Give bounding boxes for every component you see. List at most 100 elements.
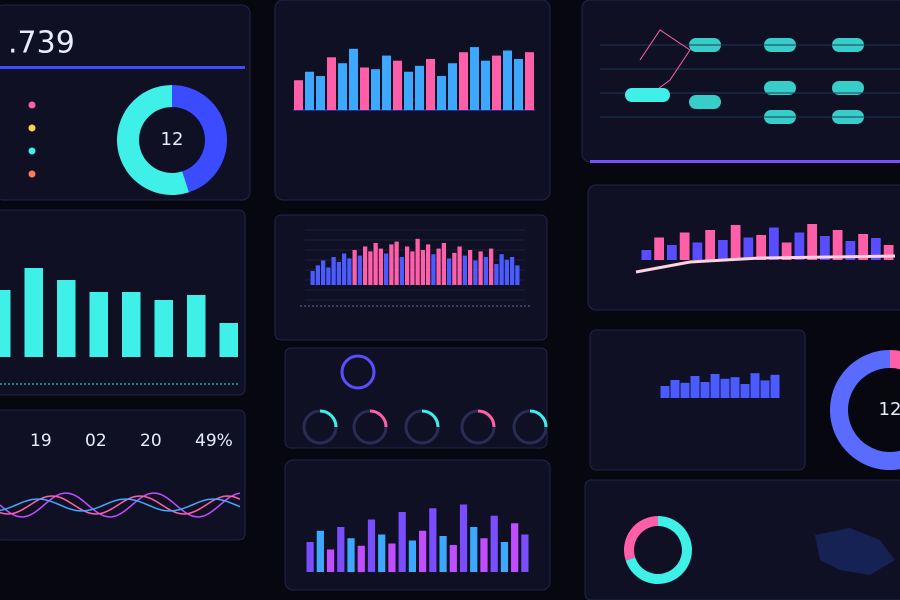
- bar: [368, 251, 373, 285]
- bar: [692, 242, 703, 260]
- panel: [284, 347, 548, 449]
- bar: [294, 80, 303, 110]
- bar: [521, 534, 529, 572]
- legend-dot: [28, 124, 36, 132]
- bar: [511, 523, 519, 572]
- bar: [439, 536, 447, 572]
- wave: [0, 492, 241, 518]
- bar: [478, 251, 483, 285]
- bar: [781, 242, 792, 260]
- bar: [489, 248, 494, 285]
- trend-line: [635, 254, 896, 274]
- bar: [187, 295, 206, 357]
- bar: [420, 250, 425, 285]
- donut-segment: [172, 85, 227, 193]
- bar: [347, 538, 355, 572]
- legend-dot: [28, 147, 36, 155]
- bar: [326, 267, 331, 285]
- bar: [154, 300, 173, 357]
- bar: [500, 542, 509, 572]
- bar: [404, 71, 413, 110]
- bar: [360, 67, 369, 110]
- bar: [515, 265, 520, 285]
- bar: [490, 515, 498, 572]
- bar: [352, 250, 357, 285]
- bar: [431, 254, 436, 285]
- stat-value: 49%: [195, 431, 233, 451]
- kpi-value: .739: [8, 26, 75, 61]
- gauge-arc: [319, 409, 338, 428]
- bar: [357, 545, 365, 572]
- bar: [357, 255, 362, 285]
- donut-segment: [890, 350, 900, 370]
- bar: [436, 248, 441, 285]
- bar: [426, 59, 435, 110]
- bar: [347, 258, 352, 285]
- bar: [373, 243, 378, 285]
- bar: [326, 549, 335, 572]
- bar: [315, 265, 320, 285]
- bar: [480, 538, 488, 572]
- bar: [327, 57, 336, 110]
- bar: [122, 292, 141, 357]
- bar: [525, 52, 534, 110]
- bar: [679, 232, 690, 260]
- bar: [641, 250, 652, 260]
- bar: [720, 378, 730, 398]
- bar: [441, 243, 446, 285]
- bar: [338, 63, 347, 110]
- legend-dot: [28, 101, 36, 109]
- bar: [371, 69, 380, 110]
- bar: [710, 374, 720, 398]
- bar: [670, 380, 680, 398]
- bar: [337, 527, 345, 572]
- gauge-center: 12: [879, 399, 900, 420]
- panel: [0, 409, 246, 541]
- stat-value: 02: [85, 431, 107, 451]
- donut-segment: [829, 350, 900, 470]
- bar: [473, 260, 478, 285]
- donut-segment: [625, 516, 692, 585]
- bar: [718, 240, 728, 260]
- divider: [590, 160, 900, 163]
- bar: [363, 246, 368, 285]
- bar: [743, 237, 754, 260]
- bar: [457, 246, 462, 285]
- bar: [449, 545, 457, 572]
- bar: [760, 380, 770, 398]
- bar: [305, 71, 314, 110]
- bar: [316, 76, 325, 110]
- bar: [331, 257, 336, 285]
- wave: [0, 498, 241, 512]
- bar: [750, 373, 760, 398]
- bar: [408, 540, 416, 572]
- bar: [807, 224, 817, 260]
- gauge-arc: [477, 409, 496, 428]
- bar: [415, 65, 424, 110]
- bar: [468, 250, 473, 285]
- bar: [426, 244, 431, 285]
- bar: [845, 241, 856, 260]
- bar: [470, 527, 478, 572]
- bar: [483, 257, 488, 285]
- bar: [219, 323, 238, 357]
- divider: [0, 66, 245, 69]
- bar: [405, 246, 410, 285]
- bar: [378, 248, 383, 285]
- bar: [740, 384, 750, 398]
- bar: [654, 237, 664, 260]
- panel: [589, 329, 806, 471]
- bar: [514, 59, 523, 110]
- panel: [0, 4, 251, 201]
- bar: [429, 508, 437, 572]
- bar: [700, 382, 710, 398]
- bar: [415, 238, 420, 285]
- bar: [349, 48, 358, 110]
- bar: [756, 235, 766, 260]
- gauge-arc: [369, 409, 388, 428]
- bar: [820, 236, 830, 260]
- bar: [871, 238, 881, 260]
- bar: [342, 253, 347, 285]
- bar: [858, 234, 868, 260]
- bar: [769, 227, 779, 260]
